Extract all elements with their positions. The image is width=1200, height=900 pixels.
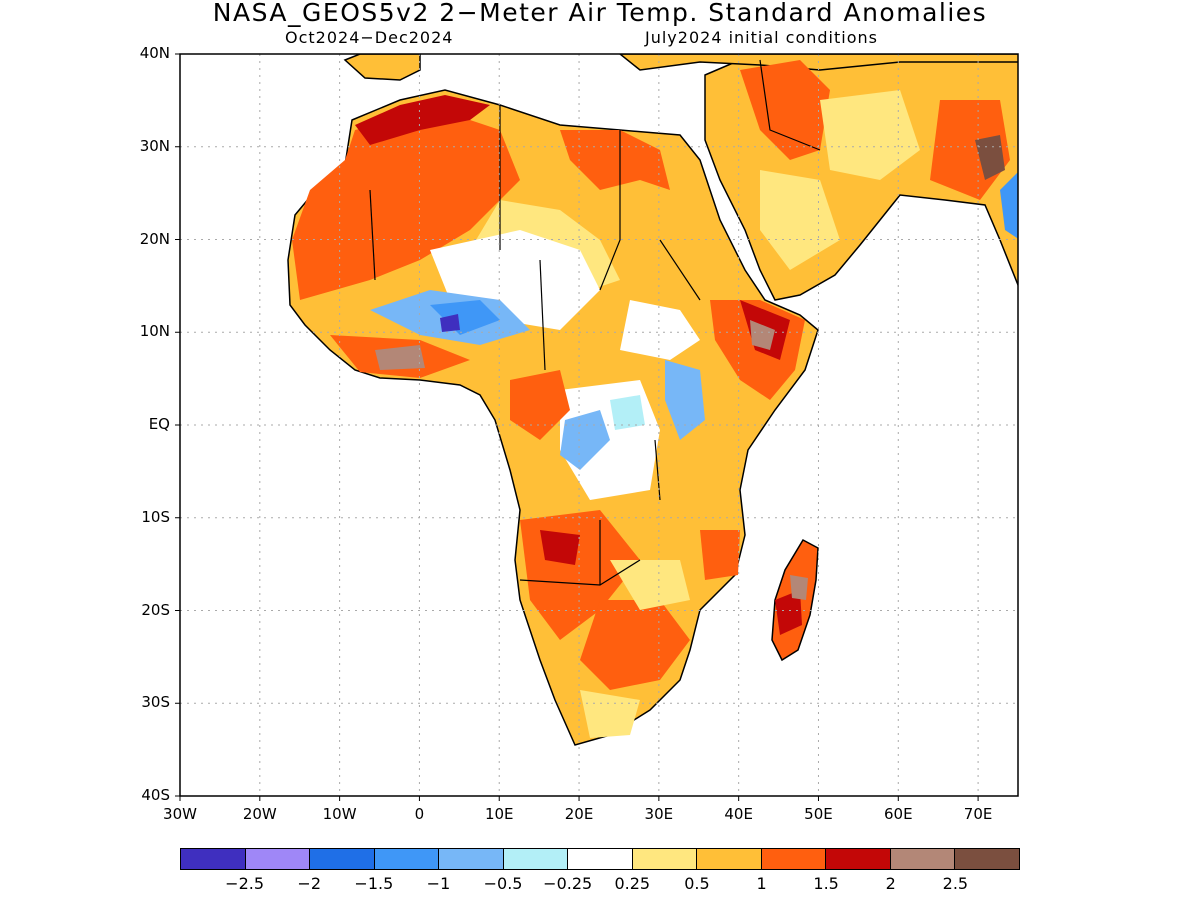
colorbar-label: −1.5 xyxy=(354,874,394,893)
lon-label: 70E xyxy=(963,805,993,823)
map-title: NASA_GEOS5v2 2−Meter Air Temp. Standard … xyxy=(212,0,988,27)
colorbar-label: 2.5 xyxy=(942,874,969,893)
colorbar-label: 1 xyxy=(756,874,767,893)
colorbar-label: 2 xyxy=(885,874,896,893)
colorbar-swatch xyxy=(890,849,956,869)
lon-label: 0 xyxy=(414,805,425,823)
lat-label: 30N xyxy=(139,136,170,155)
lon-label: 30W xyxy=(163,805,197,823)
colorbar-swatch xyxy=(374,849,440,869)
lon-label: 10W xyxy=(322,805,357,823)
colorbar-swatch xyxy=(568,849,633,869)
lat-label: 10N xyxy=(139,322,170,341)
lat-label: 10S xyxy=(141,507,170,526)
lon-label: 20W xyxy=(242,805,277,823)
forecast-period: Oct2024−Dec2024 xyxy=(285,28,454,47)
colorbar xyxy=(180,848,1020,870)
lat-label: 40S xyxy=(141,786,170,804)
lon-label: 40E xyxy=(724,805,753,823)
lon-label: 30E xyxy=(644,805,674,823)
lat-label: 30S xyxy=(141,693,170,712)
colorbar-label: 0.25 xyxy=(614,874,651,893)
colorbar-swatch xyxy=(955,849,1019,869)
colorbar-label: −2 xyxy=(297,874,322,893)
colorbar-swatch xyxy=(439,849,504,869)
colorbar-swatch xyxy=(761,849,827,869)
colorbar-label: −0.25 xyxy=(543,874,593,893)
lat-label: 20S xyxy=(141,600,170,619)
colorbar-swatch xyxy=(503,849,569,869)
initial-conditions: July2024 initial conditions xyxy=(645,28,878,47)
colorbar-swatch xyxy=(826,849,891,869)
europe-land xyxy=(343,54,421,81)
colorbar-label: 1.5 xyxy=(813,874,839,893)
lon-label: 60E xyxy=(883,805,913,823)
colorbar-swatch xyxy=(181,849,246,869)
colorbar-swatch xyxy=(632,849,698,869)
lon-label: 50E xyxy=(804,805,833,823)
colorbar-label: −0.5 xyxy=(483,874,523,893)
colorbar-swatch xyxy=(310,849,375,869)
colorbar-label: 0.5 xyxy=(684,874,710,893)
lon-label: 10E xyxy=(484,805,514,823)
colorbar-label: −2.5 xyxy=(225,874,265,893)
lat-label: 20N xyxy=(139,229,170,248)
colorbar-label: −1 xyxy=(426,874,451,893)
colorbar-swatch xyxy=(245,849,311,869)
lon-label: 20E xyxy=(564,805,594,823)
lat-label: EQ xyxy=(148,415,170,433)
lat-label: 40N xyxy=(139,44,170,62)
colorbar-swatch xyxy=(697,849,762,869)
europe-east xyxy=(618,54,1018,71)
